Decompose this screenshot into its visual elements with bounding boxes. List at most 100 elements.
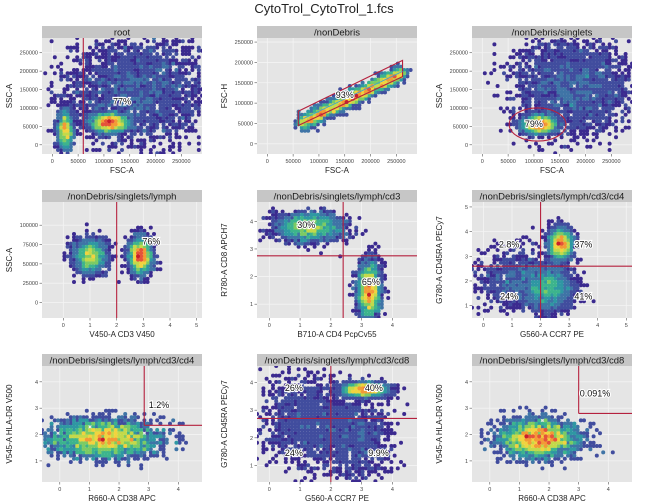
density-bin xyxy=(550,112,554,117)
density-bin xyxy=(120,74,124,79)
density-bin xyxy=(148,93,153,98)
density-bin xyxy=(145,434,150,439)
density-bin xyxy=(351,292,355,297)
density-bin xyxy=(139,241,144,246)
density-bin xyxy=(177,80,182,85)
density-bin xyxy=(373,308,378,313)
density-bin xyxy=(52,144,57,149)
density-bin xyxy=(84,106,89,111)
density-bin xyxy=(88,244,92,249)
density-bin xyxy=(129,125,134,130)
density-bin xyxy=(572,80,577,85)
density-bin xyxy=(479,286,484,291)
density-bin xyxy=(360,466,365,471)
density-bin xyxy=(591,61,596,66)
density-bin xyxy=(139,93,144,98)
density-bin xyxy=(376,444,381,448)
density-bin xyxy=(331,219,336,224)
density-bin xyxy=(588,45,593,50)
x-tick-label: 100000 xyxy=(310,159,328,165)
density-bin xyxy=(511,260,516,265)
density-bin xyxy=(559,93,564,98)
density-bin xyxy=(508,74,513,79)
density-bin xyxy=(132,122,137,127)
density-bin xyxy=(367,276,371,281)
density-bin xyxy=(59,71,64,76)
density-bin xyxy=(518,71,522,76)
density-bin xyxy=(81,238,86,243)
density-bin xyxy=(521,128,526,133)
y-axis-title: R780-A CD8 APCH7 xyxy=(220,223,229,297)
density-bin xyxy=(94,132,99,136)
density-bin xyxy=(601,112,606,117)
density-bin xyxy=(196,64,201,69)
density-bin xyxy=(148,61,153,66)
density-bin xyxy=(126,64,131,69)
density-bin xyxy=(129,112,134,117)
density-bin xyxy=(569,42,574,47)
density-bin xyxy=(129,440,134,445)
density-bin xyxy=(575,45,580,50)
density-bin xyxy=(303,367,307,372)
density-bin xyxy=(72,116,76,120)
density-bin xyxy=(261,216,266,220)
density-bin xyxy=(530,225,535,230)
density-bin xyxy=(132,93,137,98)
density-bin xyxy=(373,273,378,278)
density-bin xyxy=(100,100,105,104)
density-bin xyxy=(569,132,574,136)
density-bin xyxy=(607,42,612,47)
density-bin xyxy=(152,251,156,256)
density-bin xyxy=(62,125,67,130)
density-bin xyxy=(97,235,102,240)
density-bin xyxy=(347,472,352,477)
density-bin xyxy=(315,103,320,108)
density-bin xyxy=(572,116,577,120)
density-bin xyxy=(550,238,554,243)
facet-strip-label: /nonDebris/singlets xyxy=(512,28,593,39)
density-bin xyxy=(59,450,64,455)
density-bin xyxy=(556,219,561,224)
density-bin xyxy=(168,106,172,111)
density-bin xyxy=(78,418,83,423)
density-bin xyxy=(540,84,545,88)
density-bin xyxy=(107,103,112,108)
density-bin xyxy=(139,463,144,468)
density-bin xyxy=(312,122,317,127)
x-tick-label: 250000 xyxy=(172,159,190,165)
density-bin xyxy=(43,431,48,436)
density-bin xyxy=(152,58,156,63)
density-bin xyxy=(319,219,323,224)
x-axis-title: V450-A CD3 V450 xyxy=(89,330,155,339)
density-bin xyxy=(553,125,558,130)
density-bin xyxy=(338,93,343,98)
density-bin xyxy=(379,296,384,300)
density-bin xyxy=(386,402,391,407)
density-bin xyxy=(65,135,70,140)
density-bin xyxy=(72,238,76,243)
density-bin xyxy=(120,87,124,92)
density-bin xyxy=(68,119,73,124)
density-bin xyxy=(518,119,522,124)
density-bin xyxy=(94,444,99,448)
density-bin xyxy=(562,308,567,313)
density-bin xyxy=(129,71,134,76)
density-bin xyxy=(283,402,288,407)
density-bin xyxy=(104,90,108,95)
density-bin xyxy=(161,125,166,130)
density-bin xyxy=(171,96,176,101)
density-bin xyxy=(540,68,545,72)
density-bin xyxy=(476,305,481,310)
density-bin xyxy=(601,52,606,56)
density-bin xyxy=(540,308,545,313)
density-bin xyxy=(59,148,64,152)
x-tick-label: 200000 xyxy=(361,159,379,165)
density-bin xyxy=(389,386,394,391)
density-bin xyxy=(575,257,580,262)
density-bin xyxy=(59,116,64,120)
density-bin xyxy=(62,421,67,426)
density-bin xyxy=(84,122,89,127)
density-bin xyxy=(84,440,89,445)
density-bin xyxy=(601,116,606,120)
density-bin xyxy=(315,222,320,227)
